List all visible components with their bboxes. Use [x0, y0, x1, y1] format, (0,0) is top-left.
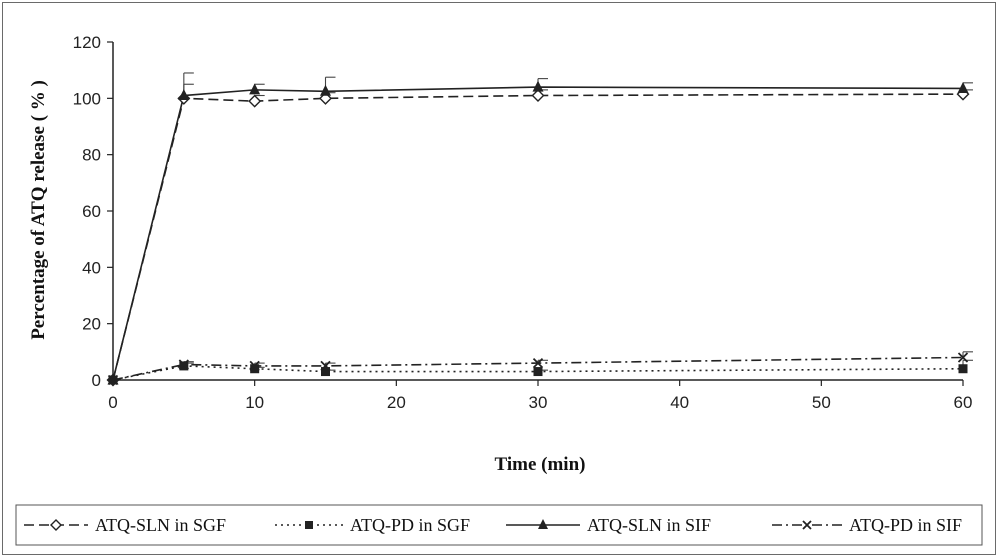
data-point — [957, 81, 969, 93]
x-tick-label: 30 — [529, 393, 548, 412]
data-point — [320, 360, 331, 372]
y-tick-label: 100 — [73, 89, 101, 108]
series-line — [112, 86, 964, 381]
legend-item: ATQ-SLN in SGF — [24, 515, 226, 535]
y-tick-label: 40 — [82, 258, 101, 277]
legend-item: ATQ-SLN in SIF — [506, 515, 711, 535]
legend-label: ATQ-PD in SGF — [350, 515, 470, 535]
data-point — [249, 360, 260, 372]
error-bars — [183, 72, 973, 372]
legend-label: ATQ-PD in SIF — [849, 515, 962, 535]
x-tick-label: 10 — [245, 393, 264, 412]
data-point — [179, 361, 189, 371]
data-point — [532, 80, 544, 92]
legend-item: ATQ-PD in SIF — [772, 515, 962, 535]
data-point — [321, 367, 330, 377]
data-point — [249, 83, 261, 95]
series-line — [112, 93, 964, 381]
x-axis-title: Time (min) — [495, 454, 586, 475]
legend-marker — [802, 520, 812, 530]
x-tick-label: 40 — [670, 393, 689, 412]
y-tick-label: 0 — [92, 371, 101, 390]
x-tick-label: 50 — [812, 393, 831, 412]
x-tick-label: 20 — [387, 393, 406, 412]
series-line — [112, 356, 964, 381]
data-point — [248, 94, 262, 108]
y-axis-title: Percentage of ATQ release ( % ) — [28, 80, 49, 340]
legend: ATQ-SLN in SGF ATQ-PD in SGF ATQ-SLN in SI… — [15, 504, 983, 546]
data-point — [178, 89, 190, 101]
data-point — [531, 89, 545, 103]
legend-label: ATQ-SLN in SIF — [587, 515, 711, 535]
data-point — [320, 84, 331, 96]
data-point — [178, 359, 189, 370]
legend-marker — [538, 519, 548, 529]
series-lines — [112, 86, 964, 381]
data-point — [958, 364, 968, 374]
data-markers — [106, 80, 970, 387]
y-tick-label: 120 — [73, 33, 101, 52]
data-point — [533, 367, 543, 377]
data-point — [250, 364, 260, 374]
tick-labels: 0 10 20 30 40 50 60 0 20 40 60 80 100 120 — [73, 33, 973, 412]
data-point — [957, 352, 969, 363]
x-tick-label: 0 — [108, 393, 117, 412]
y-tick-label: 60 — [82, 202, 101, 221]
legend-label: ATQ-SLN in SGF — [95, 515, 226, 535]
legend-item: ATQ-PD in SGF — [275, 515, 470, 535]
data-point — [107, 374, 119, 386]
series-line — [112, 365, 964, 381]
legend-marker — [50, 519, 62, 531]
x-tick-label: 60 — [954, 393, 973, 412]
data-point — [532, 357, 544, 369]
y-tick-label: 80 — [82, 146, 101, 165]
legend-marker — [305, 521, 313, 529]
legend-box — [15, 504, 983, 546]
y-tick-label: 20 — [82, 315, 101, 334]
